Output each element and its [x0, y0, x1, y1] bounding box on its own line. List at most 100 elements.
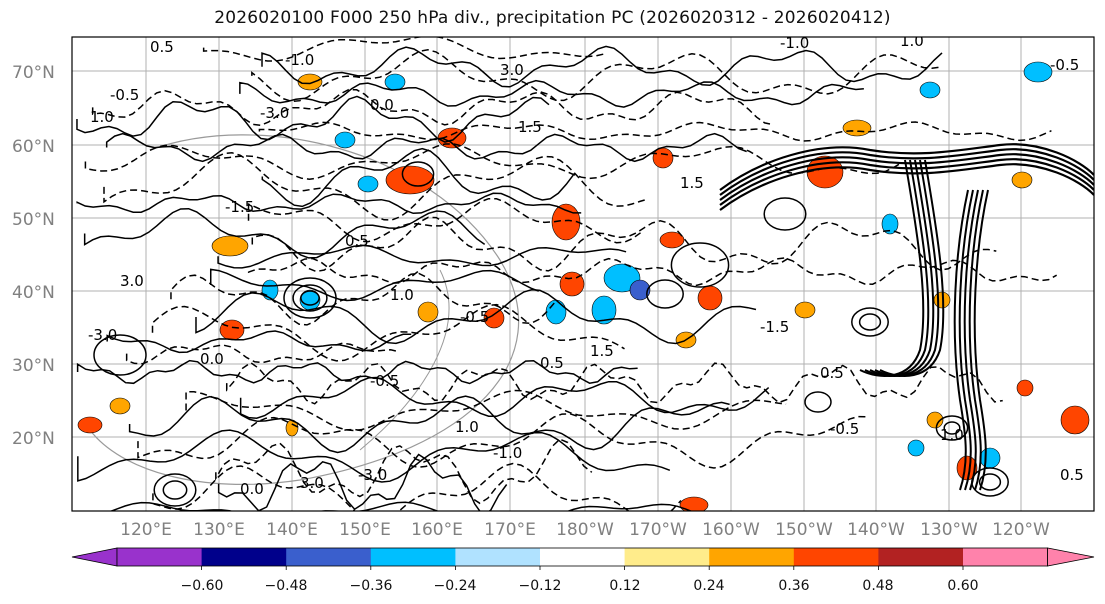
- lon-label: 130°E: [193, 520, 245, 540]
- colorbar-tick-label: −0.12: [519, 578, 562, 594]
- contour-positive: [106, 330, 412, 354]
- colorbar-tick-label: −0.36: [350, 578, 393, 594]
- precip-cell: [907, 439, 925, 457]
- coastline: [359, 269, 450, 451]
- contour-label: 1.0: [940, 426, 964, 444]
- contour-positive: [76, 359, 638, 385]
- colorbar-segment: [793, 548, 879, 566]
- precip-cell: [629, 279, 651, 301]
- precip-cell: [919, 81, 941, 99]
- contour-jet: [973, 189, 989, 491]
- precip-cell: [334, 131, 356, 149]
- contour-positive: [77, 429, 671, 483]
- precip-cell: [77, 416, 103, 434]
- gridlines: [72, 37, 1094, 511]
- colorbar-tick-label: −0.48: [265, 578, 308, 594]
- lon-label: 180°W: [556, 520, 614, 540]
- contour-label: 0.5: [820, 364, 844, 382]
- contour-positive: [217, 453, 508, 511]
- lon-label: 130°W: [920, 520, 978, 540]
- precip-cell: [697, 285, 723, 311]
- contour-negative: [215, 438, 593, 505]
- colorbar-segment: [878, 548, 964, 566]
- contour-positive: [76, 192, 582, 215]
- contour-ring: [153, 473, 197, 507]
- precip-cell: [109, 397, 131, 415]
- lon-label: 170°E: [484, 520, 536, 540]
- contour-ring: [943, 421, 961, 435]
- contour-label: 3.0: [120, 272, 144, 290]
- precip-cell: [385, 165, 435, 195]
- lon-label: 150°W: [775, 520, 833, 540]
- precip-cell: [1016, 379, 1034, 397]
- contour-label: 0.0: [370, 96, 394, 114]
- lon-label: 120°W: [992, 520, 1050, 540]
- contour-negative: [225, 361, 1003, 405]
- contour-label: 1.5: [590, 342, 614, 360]
- colorbar-segment: [117, 548, 203, 566]
- contour-label: -0.5: [370, 372, 399, 390]
- contour-label: 0.0: [200, 350, 224, 368]
- contour-label: -1.0: [780, 34, 809, 52]
- colorbar: [71, 547, 1095, 570]
- precip-cell: [384, 73, 406, 91]
- contour-positive: [128, 395, 730, 454]
- contour-label: 1.0: [900, 32, 924, 50]
- colorbar-frame: [116, 547, 1048, 567]
- contour-label: -0.5: [460, 308, 489, 326]
- contour-jet: [719, 153, 1094, 201]
- precip-cell: [842, 119, 872, 137]
- contour-jet: [719, 158, 1094, 206]
- contour-ring: [401, 161, 435, 187]
- lon-label: 120°E: [120, 520, 172, 540]
- colorbar-tick-label: 0.48: [862, 578, 893, 594]
- contour-positive: [76, 95, 550, 143]
- lon-label: 160°E: [411, 520, 463, 540]
- contour-jet: [968, 189, 984, 491]
- contour-negative: [247, 197, 641, 244]
- lat-label: 20°N: [12, 429, 55, 449]
- contour-ring: [670, 242, 730, 288]
- precip-cell: [297, 73, 323, 91]
- contour-negative: [103, 152, 649, 221]
- colorbar-extend-low: [71, 547, 118, 567]
- contour-ring: [851, 307, 889, 337]
- contour-label: -1.0: [493, 444, 522, 462]
- contour-negative: [202, 37, 604, 62]
- contour-positive: [239, 376, 770, 419]
- contour-label: -1.0: [285, 51, 314, 69]
- divergence-contours: [76, 37, 1094, 511]
- contour-ring: [804, 391, 832, 413]
- colorbar-extend-high: [1047, 547, 1095, 567]
- lon-label: 140°W: [847, 520, 905, 540]
- contour-positive: [105, 132, 747, 163]
- contour-negative: [251, 49, 940, 103]
- colorbar-tick-label: −0.60: [181, 578, 224, 594]
- contour-ring: [93, 334, 147, 376]
- contour-label: -3.0: [358, 466, 387, 484]
- contour-jet: [953, 189, 969, 491]
- contour-label: -3.0: [260, 104, 289, 122]
- contour-label: 3.0: [300, 474, 324, 492]
- lat-label: 30°N: [12, 356, 55, 376]
- map-content: 0.5 -0.5 1.0 -1.0 3.0 -3.0 0.0 1.5 -1.5 0.5 -0.5 1.…: [72, 32, 1094, 511]
- map-frame: [71, 36, 1095, 512]
- contour-label: 1.5: [680, 174, 704, 192]
- contour-ring: [978, 473, 1002, 491]
- lat-label: 40°N: [12, 283, 55, 303]
- precip-cell: [794, 301, 816, 319]
- contour-label: -1.5: [760, 318, 789, 336]
- precip-cell: [881, 213, 899, 235]
- precip-cell: [1023, 61, 1053, 83]
- contour-jet: [879, 159, 945, 377]
- contour-positive: [261, 147, 575, 208]
- precip-cell: [483, 307, 505, 329]
- colorbar-tick-label: 0.60: [947, 578, 978, 594]
- precip-cell: [1060, 405, 1090, 435]
- lon-label: 150°E: [339, 520, 391, 540]
- precip-cell: [219, 319, 245, 341]
- colorbar-tick-label: −0.24: [434, 578, 477, 594]
- colorbar-segment: [540, 548, 626, 566]
